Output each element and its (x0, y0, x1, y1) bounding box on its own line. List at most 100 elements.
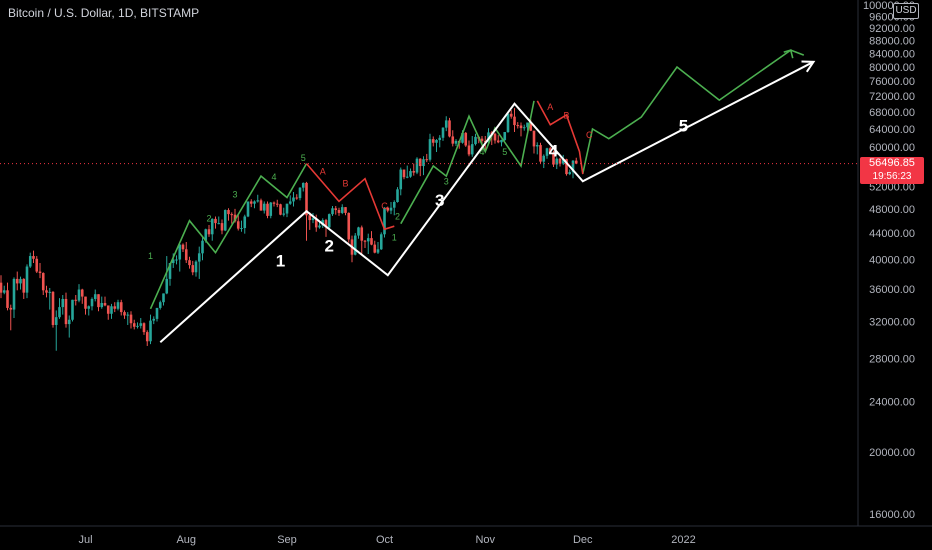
price-axis-label: 20000.00 (869, 447, 915, 459)
candle-body (360, 227, 364, 241)
candle-body (178, 244, 182, 260)
price-axis-label: 52000.00 (869, 182, 915, 194)
candle-body (513, 116, 516, 126)
price-axis-label: 24000.00 (869, 396, 915, 408)
candle-body (412, 171, 416, 173)
main-wave-label: 2 (325, 236, 334, 255)
time-axis-label: Oct (376, 534, 393, 546)
time-axis-label: 2022 (671, 534, 695, 546)
candle-body (136, 325, 139, 327)
candle-body (548, 148, 552, 153)
candle-body (249, 201, 253, 204)
wave-count-correction-4 (536, 100, 584, 175)
symbol-title[interactable]: Bitcoin / U.S. Dollar, 1D, BITSTAMP (8, 6, 200, 20)
candle-body (61, 298, 65, 308)
candle-body (22, 278, 26, 293)
candle-body (71, 299, 74, 320)
candle-body (396, 189, 399, 203)
candle-body (2, 290, 6, 293)
candle-body (12, 278, 16, 310)
candle-body (571, 160, 575, 173)
candle-body (51, 291, 55, 325)
main-wave-arrowhead (801, 60, 816, 73)
candle-body (119, 302, 123, 313)
price-axis-label: 60000.00 (869, 142, 915, 154)
candle-body (171, 259, 175, 263)
candle-body (246, 201, 250, 217)
candle-body (236, 221, 240, 229)
candle-body (243, 216, 247, 229)
candle-body (269, 202, 273, 216)
candle-body (314, 218, 318, 228)
time-axis[interactable]: Jul Aug Sep Oct Nov Dec 2022 (78, 534, 695, 546)
candle-body (480, 138, 484, 141)
currency-button[interactable]: USD (893, 3, 919, 19)
candle-body (438, 137, 442, 141)
candle-body (552, 152, 555, 165)
candle-body (181, 244, 185, 250)
candle-body (448, 120, 451, 137)
price-axis-label: 32000.00 (869, 316, 915, 328)
candle-body (253, 201, 256, 204)
candle-body (165, 278, 169, 294)
candle-body (149, 320, 152, 342)
time-axis-label: Jul (78, 534, 92, 546)
candle-body (184, 249, 188, 261)
wave-count-label: 2 (206, 213, 211, 223)
candle-body (132, 323, 136, 327)
wave-count-label: 4 (479, 147, 484, 157)
candle-body (363, 240, 367, 242)
last-price-value: 56496.85 (869, 156, 915, 169)
candle-body (561, 159, 565, 164)
candle-body (110, 306, 113, 314)
candle-body (376, 249, 380, 253)
candle-body (461, 132, 464, 143)
candle-body (464, 132, 468, 146)
candle-body (389, 207, 393, 211)
wave-count-label: 5 (502, 147, 507, 157)
candle-body (535, 145, 539, 147)
candle-body (555, 158, 559, 165)
candle-body (129, 314, 133, 324)
candle-body (399, 169, 403, 190)
candle-body (19, 278, 22, 284)
candle-body (292, 197, 295, 202)
candle-body (275, 203, 279, 205)
correction-label: B (342, 179, 348, 189)
candle-body (262, 203, 266, 211)
candle-body (428, 139, 432, 160)
price-axis-label: 48000.00 (869, 204, 915, 216)
price-axis-label: 36000.00 (869, 284, 915, 296)
candle-body (340, 207, 344, 213)
candle-body (220, 223, 224, 231)
correction-label: A (547, 102, 553, 112)
candle-body (67, 319, 71, 325)
candle-body (529, 122, 533, 131)
candle-body (305, 182, 308, 216)
candle-body (194, 261, 198, 273)
candle-body (483, 140, 487, 143)
candle-body (444, 120, 448, 128)
projection-impulse-5 (582, 49, 805, 174)
projection-arrowhead (783, 49, 794, 59)
price-axis-label: 64000.00 (869, 124, 915, 136)
candle-body (285, 203, 289, 214)
candle-body (386, 207, 390, 211)
candle-body (279, 204, 282, 215)
candle-body (451, 136, 455, 144)
candle-body (425, 159, 429, 161)
candle-body (366, 238, 370, 242)
price-axis-label: 40000.00 (869, 255, 915, 267)
candle-body (373, 244, 377, 253)
candle-body (123, 312, 126, 316)
candle-body (54, 317, 58, 325)
candle-body (103, 303, 107, 306)
candle-body (256, 200, 260, 202)
candle-body (126, 314, 130, 316)
candle-body (519, 125, 523, 129)
wave-count-label: 4 (271, 172, 276, 182)
candle-body (188, 260, 191, 266)
